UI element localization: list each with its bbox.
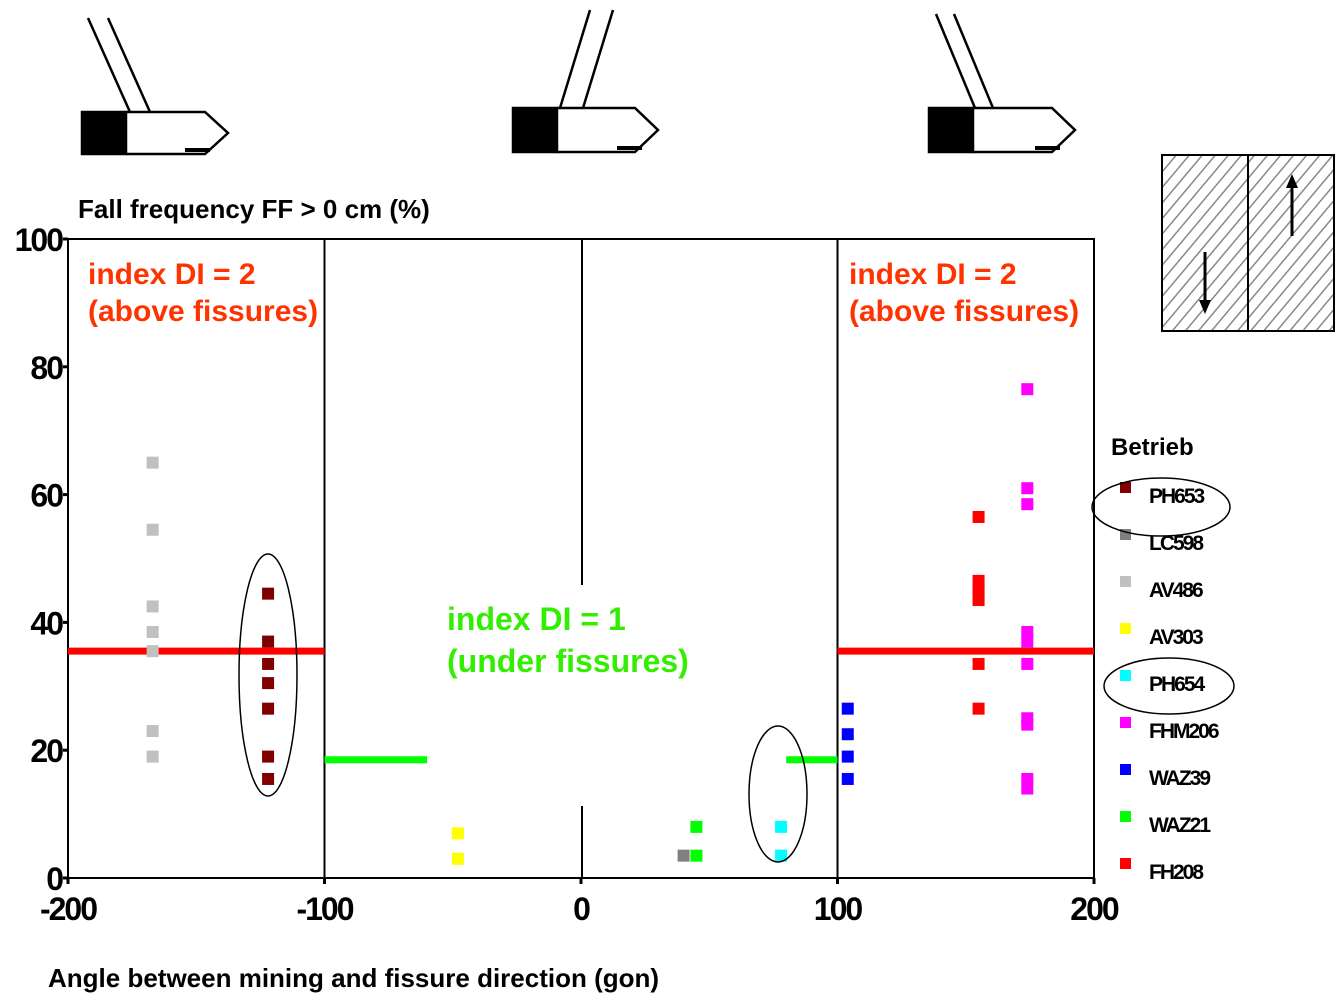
legend-swatch-waz21: [1120, 811, 1131, 822]
y-tick-label: 0: [46, 861, 63, 897]
legend-swatch-fhm206: [1120, 717, 1131, 728]
data-point-ph654: [775, 820, 788, 833]
legend-title: Betrieb: [1111, 434, 1194, 461]
data-point-waz21: [690, 820, 703, 833]
data-point-av486: [146, 750, 159, 763]
data-point-av486: [146, 725, 159, 738]
data-point-fhm206: [1021, 718, 1034, 731]
legend-swatch-fh208: [1120, 858, 1131, 869]
data-point-ph653: [262, 657, 275, 670]
shearer-icon: [80, 17, 230, 156]
data-point-waz39: [841, 750, 854, 763]
data-point-ph653: [262, 677, 275, 690]
legend: PH653 LC598 AV486 AV303 PH654 FHM206 WAZ39 WAZ2…: [1120, 482, 1221, 884]
legend-swatch-av486: [1120, 576, 1131, 587]
x-axis-label: Angle between mining and fissure directi…: [48, 963, 659, 993]
data-point-fhm206: [1021, 498, 1034, 511]
data-point-ph653: [262, 750, 275, 763]
data-point-fh208: [972, 510, 985, 523]
data-point-fh208: [972, 574, 985, 587]
data-point-av486: [146, 456, 159, 469]
legend-swatch-av303: [1120, 623, 1131, 634]
y-axis: 0 20 40 60 80 100: [15, 222, 68, 897]
y-tick-label: 100: [15, 222, 64, 258]
x-axis: -200 -100 0 100 200: [40, 878, 1121, 927]
data-point-fh208: [972, 594, 985, 607]
x-tick-label: -100: [296, 891, 353, 927]
y-tick-label: 80: [30, 350, 63, 386]
legend-swatch-lc598: [1120, 529, 1131, 540]
annotation-right-line2: (above fissures): [849, 295, 1079, 328]
data-point-fhm206: [1021, 782, 1034, 795]
data-point-av486: [146, 523, 159, 536]
data-point-fhm206: [1021, 482, 1034, 495]
mean-lines: [68, 647, 1094, 764]
legend-ph653-ellipse: [1091, 477, 1231, 537]
data-point-fhm206: [1021, 772, 1034, 785]
data-point-fhm206: [1021, 657, 1034, 670]
data-point-waz39: [841, 728, 854, 741]
data-point-lc598: [677, 849, 690, 862]
data-point-ph653: [262, 702, 275, 715]
data-point-waz39: [841, 702, 854, 715]
data-point-av303: [451, 852, 464, 865]
chart-title: Fall frequency FF > 0 cm (%): [78, 194, 430, 224]
annotation-left-line1: index DI = 2: [88, 258, 256, 291]
data-point-ph653: [262, 587, 275, 600]
legend-label-waz21: WAZ21: [1149, 814, 1211, 837]
fissure-block-icon: [1161, 154, 1335, 332]
shearer-icon: [927, 13, 1077, 154]
legend-label-lc598: LC598: [1149, 532, 1204, 555]
data-point-ph653: [262, 635, 275, 648]
data-point-av486: [146, 600, 159, 613]
y-tick-label: 40: [30, 605, 63, 641]
shearer-icon: [511, 9, 660, 154]
legend-label-waz39: WAZ39: [1149, 767, 1210, 790]
data-point-fhm206: [1021, 625, 1034, 638]
data-point-fh208: [972, 657, 985, 670]
data-points: [146, 383, 1034, 865]
data-point-waz21: [690, 849, 703, 862]
y-tick-label: 60: [30, 478, 63, 514]
data-point-av486: [146, 645, 159, 658]
ph653-highlight-ellipse: [238, 553, 298, 797]
legend-ph654-ellipse: [1103, 657, 1235, 715]
legend-swatch-ph653: [1120, 482, 1131, 493]
legend-swatch-waz39: [1120, 764, 1131, 775]
y-tick-label: 20: [30, 733, 63, 769]
ph654-highlight-ellipse: [748, 725, 808, 863]
data-point-fh208: [972, 584, 985, 597]
legend-label-fh208: FH208: [1149, 861, 1204, 884]
legend-swatch-ph654: [1120, 670, 1131, 681]
legend-label-ph654: PH654: [1149, 673, 1206, 696]
legend-label-ph653: PH653: [1149, 485, 1205, 508]
data-point-fhm206: [1021, 383, 1034, 396]
x-tick-label: 0: [573, 891, 590, 927]
x-tick-label: 100: [814, 891, 863, 927]
data-point-fh208: [972, 702, 985, 715]
annotation-center-line1: index DI = 1: [447, 601, 626, 637]
x-tick-label: 200: [1070, 891, 1119, 927]
annotation-left-line2: (above fissures): [88, 295, 318, 328]
data-point-av303: [451, 827, 464, 840]
vertical-dividers: [323, 239, 839, 878]
data-point-waz39: [841, 772, 854, 785]
data-point-av486: [146, 625, 159, 638]
annotation-right-line1: index DI = 2: [849, 258, 1017, 291]
legend-label-fhm206: FHM206: [1149, 720, 1219, 743]
legend-label-av303: AV303: [1149, 626, 1203, 649]
data-point-fhm206: [1021, 635, 1034, 648]
data-point-ph653: [262, 772, 275, 785]
x-tick-label: -200: [40, 891, 97, 927]
data-point-ph654: [775, 849, 788, 862]
legend-label-av486: AV486: [1149, 579, 1203, 602]
annotation-center-line2: (under fissures): [447, 643, 689, 679]
